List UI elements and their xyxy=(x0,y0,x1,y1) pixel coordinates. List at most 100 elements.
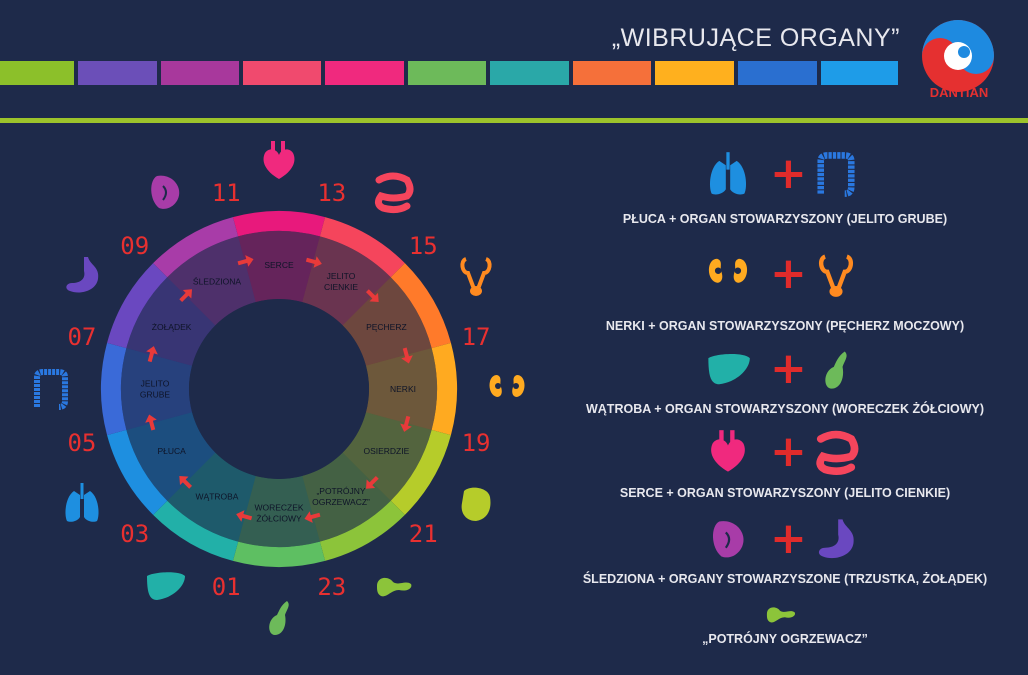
small-intestine-icon xyxy=(812,428,860,481)
plus-sign: + xyxy=(770,426,807,477)
hour-label: 11 xyxy=(212,179,241,207)
flow-arrow xyxy=(179,289,193,303)
pair-label: WĄTROBA + ORGAN STOWARZYSZONY (WORECZEK … xyxy=(585,402,985,416)
wheel-inner-segment xyxy=(342,277,432,366)
flow-arrow xyxy=(237,255,254,267)
segment-label: OSIERDZIE xyxy=(363,446,409,456)
wheel-inner-segment xyxy=(238,475,320,547)
flow-arrow xyxy=(304,511,321,523)
plus-sign: + xyxy=(770,343,807,394)
wheel-inner-segment xyxy=(167,452,256,542)
wheel-center xyxy=(189,299,369,479)
divider-line xyxy=(0,118,1028,123)
flow-arrow xyxy=(305,256,322,268)
hour-label: 09 xyxy=(120,232,149,260)
pericardium-icon xyxy=(462,487,491,521)
flow-arrow xyxy=(400,415,412,432)
pair-label: NERKI + ORGAN STOWARZYSZONY (PĘCHERZ MOC… xyxy=(605,319,965,333)
wheel-inner-shade xyxy=(302,236,391,326)
wheel-inner-shade xyxy=(121,348,193,430)
wheel-inner-shade xyxy=(342,277,432,366)
pair-label: ŚLEDZIONA + ORGANY STOWARZYSZONE (TRZUST… xyxy=(582,572,988,586)
flow-arrow xyxy=(365,289,379,303)
segment-label: ŻOŁĄDEK xyxy=(152,322,192,332)
color-strip-block xyxy=(78,61,157,85)
gallbladder-icon xyxy=(812,345,860,398)
pancreas-icon xyxy=(762,596,798,637)
stomach-icon xyxy=(65,257,98,293)
color-strip-block xyxy=(655,61,734,85)
hour-label: 01 xyxy=(212,573,241,601)
wheel-outer-segment xyxy=(107,429,168,515)
color-strip-block xyxy=(408,61,486,85)
stomach-icon xyxy=(812,515,860,568)
color-strip-block xyxy=(490,61,569,85)
wheel-inner-segment xyxy=(121,348,193,430)
flow-arrow xyxy=(146,346,158,363)
color-strip-block xyxy=(573,61,651,85)
pair-label: PŁUCA + ORGAN STOWARZYSZONY (JELITO GRUB… xyxy=(622,212,948,226)
logo-text: DANTIAN xyxy=(929,85,989,100)
plus-sign: + xyxy=(770,148,807,199)
hour-label: 21 xyxy=(409,520,438,548)
segment-label: ŚLEDZIONA xyxy=(193,276,242,287)
wheel-inner-segment xyxy=(126,412,216,501)
wheel-inner-shade xyxy=(167,236,256,326)
kidneys-icon xyxy=(489,375,525,397)
hour-label: 03 xyxy=(120,520,149,548)
wheel-outer-segment xyxy=(319,500,405,561)
bladder-icon xyxy=(460,257,493,296)
hour-label: 13 xyxy=(317,179,346,207)
gallbladder-icon xyxy=(269,601,289,635)
liver-icon xyxy=(147,572,185,601)
bladder-icon xyxy=(812,250,860,303)
color-strip-block xyxy=(0,61,74,85)
organ-clock-wheel: SERCEJELITOCIENKIEPĘCHERZNERKIOSIERDZIE„… xyxy=(34,141,525,635)
plus-sign: + xyxy=(770,513,807,564)
small-intestine-icon xyxy=(374,172,414,213)
wheel-inner-segment xyxy=(302,236,391,326)
wheel-inner-shade xyxy=(167,452,256,542)
hour-label: 05 xyxy=(67,429,96,457)
segment-label: JELITO xyxy=(141,379,170,389)
plus-sign: + xyxy=(770,248,807,299)
wheel-inner-shade xyxy=(238,231,320,303)
wheel-inner-shade xyxy=(126,277,216,366)
segment-label: „POTRÓJNY xyxy=(316,486,365,496)
pair-label: SERCE + ORGAN STOWARZYSZONY (JELITO CIEN… xyxy=(619,486,951,500)
segment-label: JELITO xyxy=(327,271,356,281)
wheel-outer-segment xyxy=(100,342,127,436)
wheel-outer-segment xyxy=(431,342,457,436)
pancreas-icon xyxy=(377,578,412,597)
wheel-inner-shade xyxy=(238,475,320,547)
wheel-outer-segment xyxy=(390,429,451,515)
heart-icon xyxy=(704,428,752,481)
color-strip-block xyxy=(738,61,817,85)
color-strip-block xyxy=(325,61,404,85)
segment-label: SERCE xyxy=(264,260,294,270)
wheel-inner-segment xyxy=(126,277,216,366)
segment-label: ŻÓŁCIOWY xyxy=(256,514,302,524)
wheel-inner-segment xyxy=(167,236,256,326)
hour-label: 07 xyxy=(67,323,96,351)
color-strip-block xyxy=(821,61,898,85)
large-intestine-icon xyxy=(812,150,860,203)
flow-arrow xyxy=(145,414,157,431)
flow-arrow xyxy=(365,475,379,489)
wheel-inner-segment xyxy=(238,231,320,303)
wheel-inner-shade xyxy=(126,412,216,501)
hour-label: 19 xyxy=(462,429,491,457)
wheel-inner-shade xyxy=(342,412,432,501)
wheel-outer-segment xyxy=(107,263,168,349)
page-title: „WIBRUJĄCE ORGANY” xyxy=(611,24,900,52)
wheel-outer-segment xyxy=(153,217,239,278)
segment-label: CIENKIE xyxy=(324,282,358,292)
segment-label: PĘCHERZ xyxy=(366,322,407,332)
hour-label: 17 xyxy=(462,323,491,351)
wheel-outer-segment xyxy=(319,217,405,278)
wheel-outer-segment xyxy=(153,500,239,561)
dantian-logo xyxy=(922,20,994,92)
wheel-outer-segment xyxy=(232,211,326,237)
hour-label: 15 xyxy=(409,232,438,260)
kidneys-icon xyxy=(704,250,752,303)
